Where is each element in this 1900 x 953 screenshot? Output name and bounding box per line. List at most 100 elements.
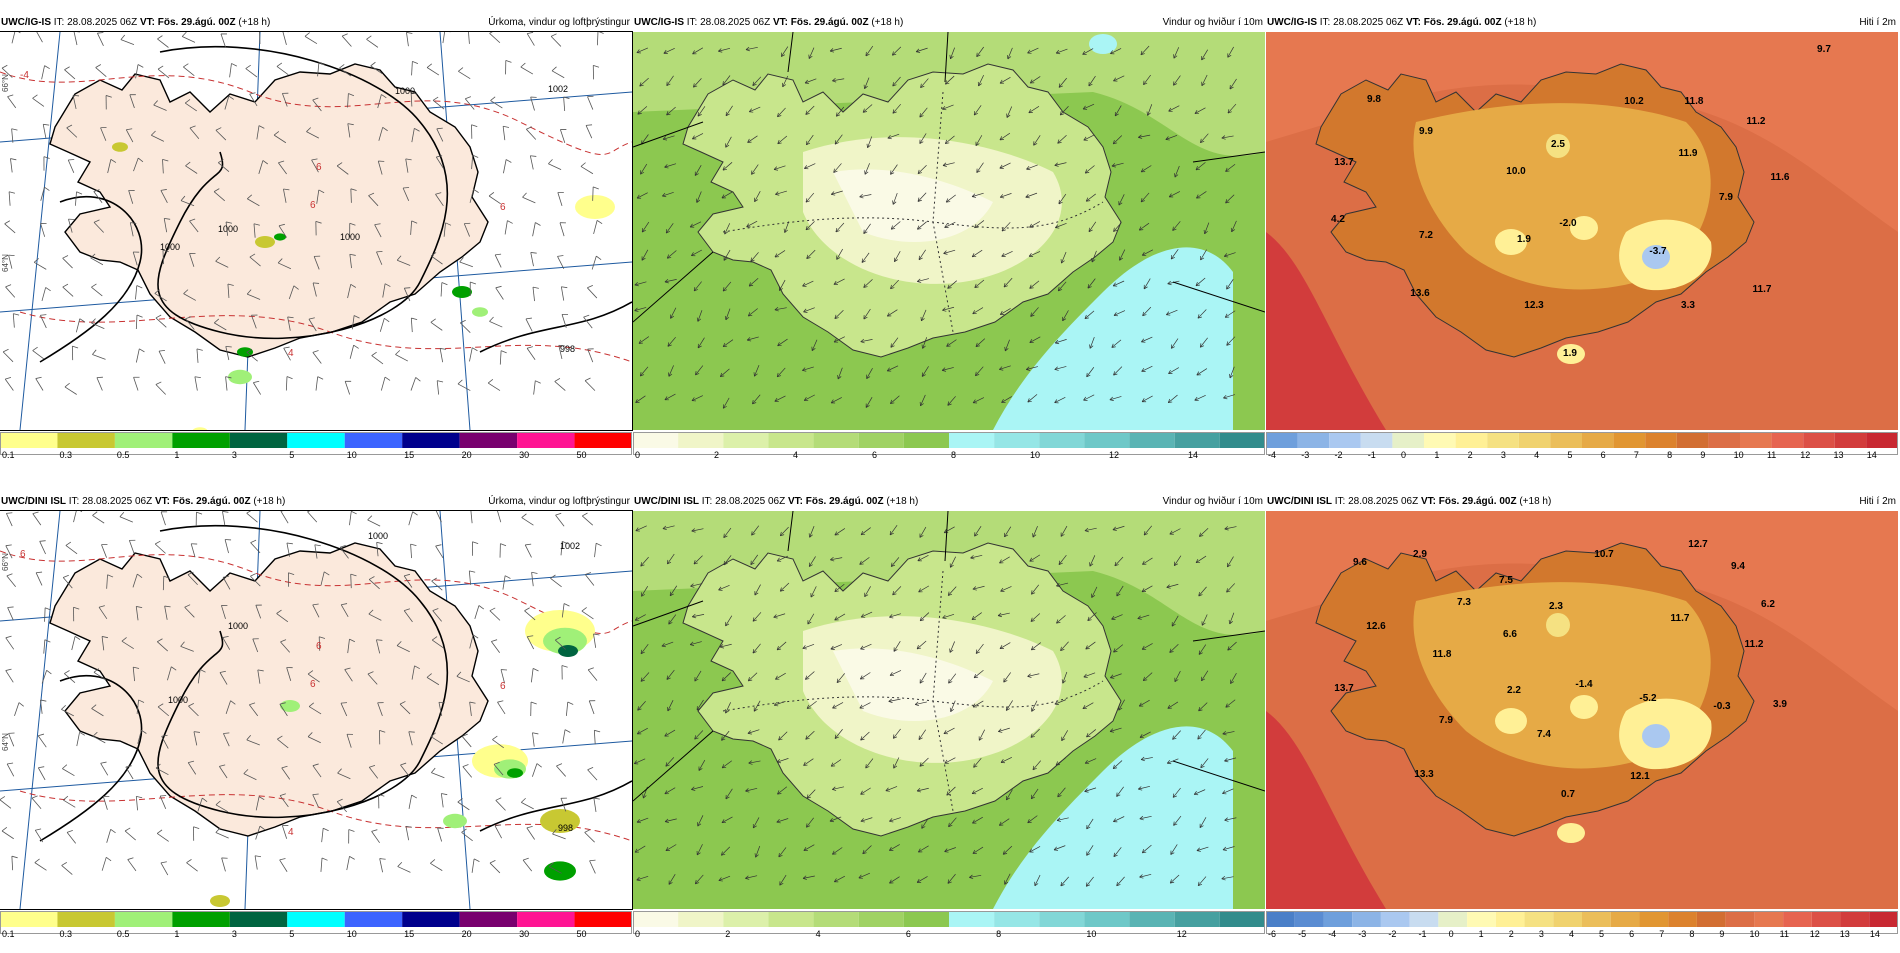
colorbar-label: 0 [1401, 450, 1406, 460]
colorbar-label: 2 [714, 450, 719, 460]
colorbar-label: 10 [1750, 929, 1760, 939]
precip-area [452, 286, 472, 298]
colorbar-swatch [1323, 911, 1352, 927]
colorbar-swatch [1519, 432, 1551, 448]
colorbar-swatch [1039, 911, 1084, 927]
temp-contour-label: 6 [316, 162, 322, 173]
colorbar-swatch [1361, 432, 1393, 448]
isobar-label: 1002 [548, 84, 568, 94]
colorbar-label: 4 [1534, 450, 1539, 460]
temp-value: 9.4 [1731, 561, 1745, 572]
colorbar-label: 2 [725, 929, 730, 939]
colorbar-label: -4 [1328, 929, 1336, 939]
colorbar-swatch [1645, 432, 1677, 448]
colorbar-label: 1 [174, 929, 179, 939]
temp-value: 9.6 [1353, 557, 1367, 568]
panel-header: UWC/IG-IS IT: 28.08.2025 06Z VT: Fös. 29… [0, 14, 632, 32]
isobar-label: 1000 [368, 531, 388, 541]
temp-value: 3.3 [1681, 300, 1695, 311]
temp-value: 13.7 [1334, 683, 1354, 694]
temp-value: 11.7 [1753, 284, 1772, 295]
colorbar-swatch [172, 432, 229, 448]
colorbar-swatch [1424, 432, 1456, 448]
colorbar-swatch [230, 432, 287, 448]
latitude-label: 64°N [1, 254, 10, 272]
colorbar-swatch [1487, 432, 1519, 448]
colorbar-swatch [1084, 911, 1129, 927]
colorbar-swatch [1130, 911, 1175, 927]
colorbar-swatch [1866, 432, 1898, 448]
temp-value: 7.3 [1457, 597, 1471, 608]
colorbar-swatch [768, 432, 813, 448]
colorbar-label: 4 [1569, 929, 1574, 939]
colorbar-label: 0.5 [117, 450, 130, 460]
colorbar-swatch [1803, 432, 1835, 448]
wind-map [633, 511, 1265, 909]
precip-area [280, 700, 300, 712]
latitude-label: 66°N [1, 553, 10, 571]
panel-title: UWC/IG-IS IT: 28.08.2025 06Z VT: Fös. 29… [634, 14, 903, 32]
colorbar-swatch [859, 432, 904, 448]
latitude-label: 64°N [1, 733, 10, 751]
temp-value: 9.9 [1419, 126, 1433, 137]
colorbar-swatch [1220, 911, 1265, 927]
colorbar-label: 6 [1629, 929, 1634, 939]
isobar-label: 1000 [340, 232, 360, 242]
colorbar-swatch [1668, 911, 1697, 927]
wind-barb-feather [586, 125, 592, 126]
colorbar-swatch [859, 911, 904, 927]
colorbar-swatch [0, 432, 57, 448]
wind-barb-feather [403, 187, 409, 188]
panel-title: UWC/DINI ISL IT: 28.08.2025 06Z VT: Fös.… [634, 493, 918, 511]
temp-value: 10.7 [1594, 549, 1614, 560]
temp-value: 1.9 [1517, 234, 1531, 245]
colorbar-swatch [1175, 432, 1220, 448]
colorbar-label: 5 [289, 450, 294, 460]
colorbar-label: 7 [1634, 450, 1639, 460]
temp-value: 2.9 [1413, 549, 1427, 560]
colorbar-label: 0.1 [2, 450, 15, 460]
temp-contour-label: 6 [310, 679, 316, 690]
colorbar-swatch [460, 432, 517, 448]
temp-contour-label: 6 [310, 200, 316, 211]
colorbar-label: 2 [1509, 929, 1514, 939]
colorbar-swatch [402, 432, 459, 448]
colorbar-swatch [633, 911, 678, 927]
colorbar-swatch [0, 911, 57, 927]
temp-value: 10.2 [1624, 96, 1644, 107]
precip-area [228, 370, 252, 384]
colorbar-label: 0.1 [2, 929, 15, 939]
panel-product: Hiti í 2m [1859, 14, 1896, 32]
colorbar-swatch [1525, 911, 1554, 927]
colorbar-label: 1 [174, 450, 179, 460]
colorbar-label: 13 [1840, 929, 1850, 939]
temp-value: 11.8 [1433, 649, 1452, 660]
panel-title: UWC/DINI ISL IT: 28.08.2025 06Z VT: Fös.… [1, 493, 285, 511]
panel-header: UWC/DINI ISL IT: 28.08.2025 06Z VT: Fös.… [1266, 493, 1898, 511]
colorbar-label: 10 [1086, 929, 1096, 939]
colorbar-swatch [1130, 432, 1175, 448]
temp-value: 7.9 [1439, 715, 1453, 726]
colorbar-label: 14 [1870, 929, 1880, 939]
colorbar-label: 20 [462, 450, 472, 460]
wind-map [633, 32, 1265, 430]
temp-value: -3.7 [1649, 246, 1667, 257]
isobar-label: 1000 [168, 695, 188, 705]
colorbar-swatch [1298, 432, 1330, 448]
precip-area [575, 195, 615, 219]
colorbar-swatch [1841, 911, 1870, 927]
colorbar-label: 12 [1800, 450, 1810, 460]
panel-header: UWC/IG-IS IT: 28.08.2025 06Z VT: Fös. 29… [633, 14, 1265, 32]
temp-value: 12.1 [1630, 771, 1650, 782]
colorbar-label: -2 [1335, 450, 1343, 460]
colorbar-swatch [633, 432, 678, 448]
colorbar-swatch [1553, 911, 1582, 927]
colorbar-swatch [1754, 911, 1783, 927]
temp-value: 7.2 [1419, 230, 1433, 241]
colorbar-label: 10 [347, 929, 357, 939]
